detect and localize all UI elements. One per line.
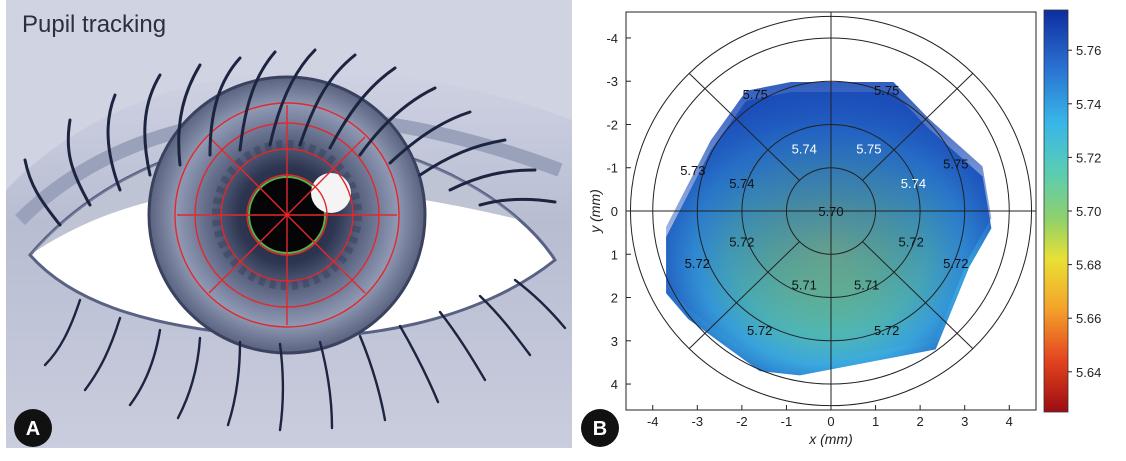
y-tick-label: -1 (606, 161, 618, 176)
eye-illustration: Pupil tracking A (6, 0, 572, 448)
y-tick-label: 4 (611, 377, 618, 392)
upper-lid (6, 0, 572, 190)
diagonal-spoke-4 (688, 241, 800, 350)
diagonal-spoke-1 (862, 241, 974, 350)
thickness-map-panel: 5.70 5.74 5.72 5.71 5.71 5.72 5.74 5.75 5.74 5.73… (578, 0, 1126, 456)
colorbar-tick-label: 5.74 (1076, 97, 1101, 112)
segment-label: 5.75 (856, 141, 881, 156)
colorbar-gradient (1043, 9, 1069, 413)
x-tick-label: 1 (872, 414, 879, 429)
colorbar-tick-label: 5.72 (1076, 150, 1101, 165)
x-tick-label: -2 (736, 414, 748, 429)
reflection-highlight (311, 173, 351, 213)
y-axis-label: y (mm) (587, 189, 603, 234)
segment-label: 5.72 (874, 323, 899, 338)
x-tick-label: 4 (1006, 414, 1013, 429)
segment-label: 5.72 (899, 234, 924, 249)
x-tick-label: 0 (827, 414, 834, 429)
thickness-map-upper-shade (666, 82, 992, 366)
colorbar-tick-label: 5.66 (1076, 311, 1101, 326)
thickness-map-chart: 5.70 5.74 5.72 5.71 5.71 5.72 5.74 5.75 5.74 5.73… (581, 9, 1101, 447)
x-tick-label: -3 (692, 414, 704, 429)
segment-label: 5.71 (854, 278, 879, 293)
segment-label: 5.74 (901, 176, 926, 191)
colorbar-tick-label: 5.64 (1076, 365, 1101, 380)
segment-label: 5.72 (685, 256, 710, 271)
y-tick-label: -3 (606, 74, 618, 89)
colorbar-tick-label: 5.68 (1076, 258, 1101, 273)
tracking-grid (174, 102, 400, 328)
segment-label: 5.73 (680, 163, 705, 178)
colorbar-tick-label: 5.76 (1076, 43, 1101, 58)
x-tick-label: -4 (647, 414, 659, 429)
segment-label: 5.72 (747, 323, 772, 338)
eye-panel: Pupil tracking A (6, 0, 572, 448)
segment-label: 5.72 (729, 234, 754, 249)
upper-eyelashes (23, 48, 557, 227)
panel-a-badge-label: A (26, 418, 40, 440)
panel-a-title: Pupil tracking (22, 11, 166, 38)
x-tick-label: -1 (781, 414, 793, 429)
y-tick-label: 0 (611, 204, 618, 219)
segment-label: 5.75 (874, 83, 899, 98)
y-tick-label: 2 (611, 291, 618, 306)
y-tick-label: 3 (611, 334, 618, 349)
y-tick-label: 1 (611, 247, 618, 262)
segment-label: 5.75 (943, 156, 968, 171)
plot-area: 5.70 5.74 5.72 5.71 5.71 5.72 5.74 5.75 5.74 5.73… (587, 11, 1037, 447)
segment-label: 5.74 (792, 141, 817, 156)
x-tick-label: 2 (917, 414, 924, 429)
segment-label: 5.75 (743, 87, 768, 102)
panel-b-badge-label: B (593, 418, 607, 440)
lower-eyelashes (43, 278, 567, 432)
colorbar-tick-label: 5.70 (1076, 204, 1101, 219)
segment-label: 5.74 (729, 176, 754, 191)
segment-label: 5.72 (943, 256, 968, 271)
segment-label: 5.71 (792, 278, 817, 293)
segment-label: 5.70 (818, 204, 843, 219)
y-tick-label: -4 (606, 31, 618, 46)
diagonal-spoke-3 (862, 72, 974, 181)
panel-b-badge: B (581, 409, 619, 447)
x-axis-label: x (mm) (808, 431, 853, 447)
y-tick-label: -2 (606, 117, 618, 132)
panel-a-badge: A (14, 409, 52, 447)
colorbar: 5.76 5.74 5.72 5.70 5.68 5.66 5.64 (1043, 9, 1101, 413)
diagonal-spoke-2 (688, 72, 800, 181)
x-tick-label: 3 (961, 414, 968, 429)
